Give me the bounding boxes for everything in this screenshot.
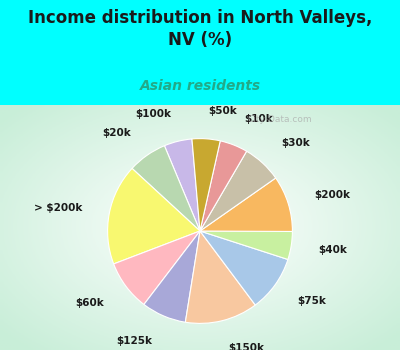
- Wedge shape: [114, 231, 200, 304]
- Text: $125k: $125k: [117, 336, 153, 346]
- Wedge shape: [200, 151, 276, 231]
- Wedge shape: [200, 231, 288, 305]
- Wedge shape: [200, 141, 247, 231]
- Text: $75k: $75k: [298, 296, 326, 306]
- Text: $20k: $20k: [102, 128, 131, 138]
- Wedge shape: [108, 168, 200, 264]
- Text: $30k: $30k: [281, 138, 310, 148]
- Wedge shape: [200, 178, 292, 231]
- Text: City-Data.com: City-Data.com: [248, 116, 312, 125]
- Text: $100k: $100k: [135, 109, 171, 119]
- Wedge shape: [192, 139, 220, 231]
- Wedge shape: [144, 231, 200, 322]
- Text: $50k: $50k: [208, 106, 237, 116]
- Wedge shape: [132, 146, 200, 231]
- Wedge shape: [200, 231, 292, 259]
- Text: $60k: $60k: [75, 298, 104, 308]
- Wedge shape: [164, 139, 200, 231]
- Text: $10k: $10k: [244, 114, 273, 124]
- Text: > $200k: > $200k: [34, 203, 82, 213]
- Text: Income distribution in North Valleys,
NV (%): Income distribution in North Valleys, NV…: [28, 9, 372, 49]
- Wedge shape: [185, 231, 255, 323]
- Text: $200k: $200k: [315, 190, 351, 200]
- Text: Asian residents: Asian residents: [140, 79, 260, 93]
- Text: $150k: $150k: [229, 343, 265, 350]
- Text: $40k: $40k: [319, 245, 348, 255]
